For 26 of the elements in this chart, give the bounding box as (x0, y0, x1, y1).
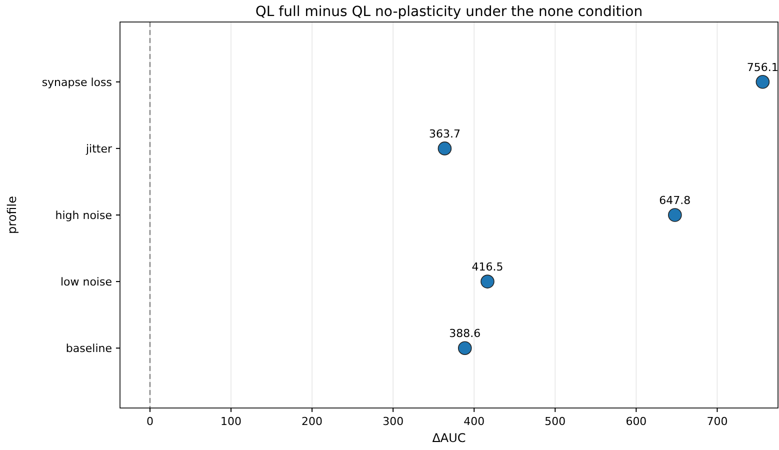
y-tick-label: baseline (66, 342, 112, 355)
point (668, 208, 682, 222)
x-tick-label: 300 (382, 415, 404, 428)
x-axis-title: ΔAUC (432, 431, 466, 445)
data-label: 416.5 (472, 260, 504, 274)
y-tick-label: synapse loss (42, 76, 112, 89)
data-label: 388.6 (449, 327, 481, 340)
y-tick-label: jitter (84, 142, 112, 156)
data-label: 647.8 (659, 194, 691, 207)
x-tick-label: 200 (302, 415, 323, 428)
y-axis-title: profile (5, 196, 19, 234)
x-tick-label: 700 (706, 415, 728, 428)
x-tick-label: 600 (626, 415, 647, 428)
point (438, 142, 452, 156)
x-tick-label: 500 (544, 415, 566, 428)
point (756, 74, 770, 89)
data-label: 363.7 (428, 127, 460, 140)
x-tick-label: 100 (220, 415, 242, 428)
x-tick-label: 400 (464, 415, 485, 428)
point (480, 274, 494, 288)
x-tick-label: 0 (146, 415, 154, 428)
y-tick-label: low noise (60, 275, 112, 288)
y-tick-label: high noise (55, 208, 112, 222)
chart-title: QL full minus QL no-plasticity under the none condition (255, 4, 643, 20)
data-label: 756.1 (746, 60, 778, 74)
point (458, 341, 472, 356)
